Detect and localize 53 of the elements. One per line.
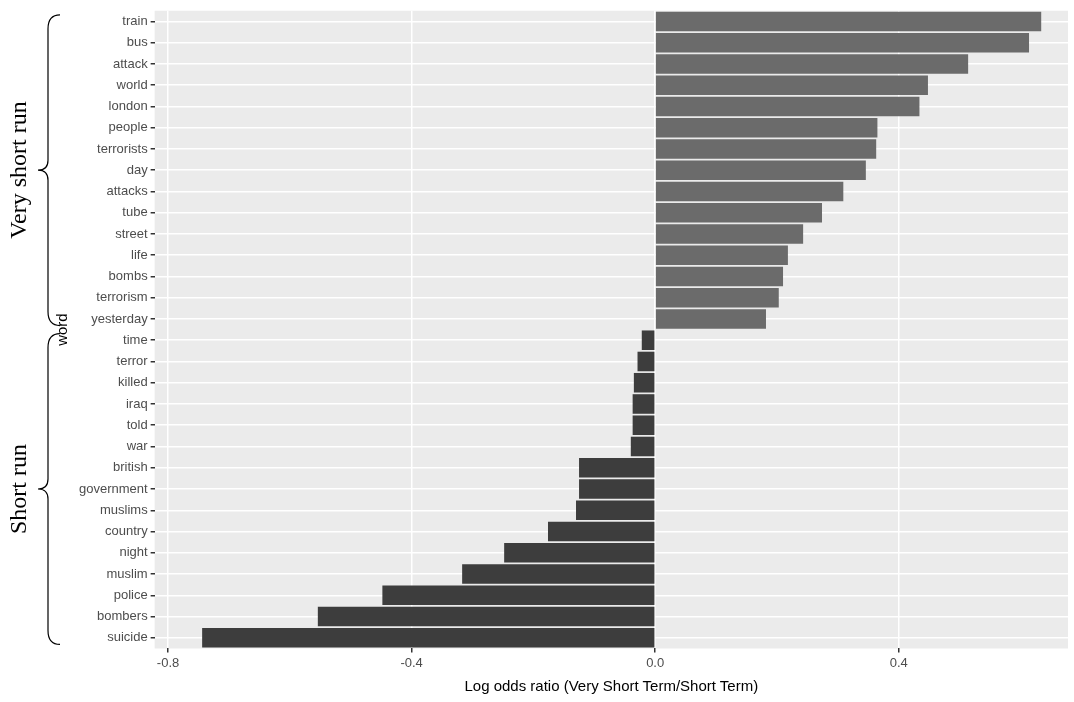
- y-tick-label: muslim: [106, 565, 148, 581]
- y-tick-label: terrorists: [97, 140, 149, 156]
- y-tick-label: killed: [118, 374, 148, 390]
- bar: [655, 96, 920, 117]
- x-tick-label: 0.4: [889, 654, 908, 670]
- y-tick-label: bus: [126, 34, 149, 50]
- y-tick-label: world: [115, 76, 148, 92]
- bar: [655, 32, 1030, 53]
- x-axis-title: Log odds ratio (Very Short Term/Short Term): [464, 677, 759, 695]
- bar: [655, 11, 1042, 32]
- y-tick-label: attack: [112, 55, 149, 71]
- y-tick-label: terror: [116, 353, 149, 369]
- bar: [655, 202, 822, 223]
- y-tick-label: bombers: [97, 608, 149, 624]
- y-tick-label: attacks: [106, 183, 149, 199]
- y-tick-label: time: [123, 331, 148, 347]
- bar: [630, 436, 655, 457]
- bar: [655, 266, 784, 287]
- text: Short run: [4, 444, 32, 534]
- bar: [655, 117, 878, 138]
- y-tick-label: bombs: [108, 268, 149, 284]
- y-tick-label: day: [126, 161, 149, 177]
- x-tick-label: -0.4: [400, 654, 423, 670]
- y-axis-title: word: [53, 313, 71, 347]
- y-tick-label: suicide: [107, 629, 148, 645]
- y-tick-label: tube: [122, 204, 148, 220]
- bar: [548, 521, 655, 542]
- y-tick-label: people: [108, 119, 148, 135]
- bar: [655, 181, 844, 202]
- y-tick-label: war: [125, 438, 149, 454]
- y-tick-label: yesterday: [91, 310, 149, 326]
- bar: [641, 330, 655, 350]
- y-tick-label: muslims: [99, 501, 149, 517]
- text: Very short run: [4, 101, 32, 239]
- y-tick-label: street: [115, 225, 149, 241]
- y-tick-label: night: [119, 544, 149, 560]
- y-tick-label: life: [131, 246, 148, 262]
- y-tick-label: government: [78, 480, 149, 496]
- y-tick-label: country: [105, 523, 149, 539]
- bar: [637, 351, 655, 372]
- y-tick-label: train: [122, 13, 148, 28]
- y-tick-label: terrorism: [96, 289, 148, 305]
- y-tick-label: london: [108, 98, 148, 114]
- x-tick-label: 0.0: [646, 654, 665, 670]
- y-tick-label: iraq: [125, 395, 148, 411]
- y-tick-label: british: [112, 459, 148, 475]
- bar: [202, 628, 655, 648]
- y-tick-label: told: [126, 416, 148, 432]
- x-tick-label: -0.8: [156, 654, 180, 670]
- bar: [317, 606, 655, 627]
- bar: [655, 309, 766, 329]
- y-tick-label: police: [113, 586, 148, 602]
- bar: [655, 287, 779, 308]
